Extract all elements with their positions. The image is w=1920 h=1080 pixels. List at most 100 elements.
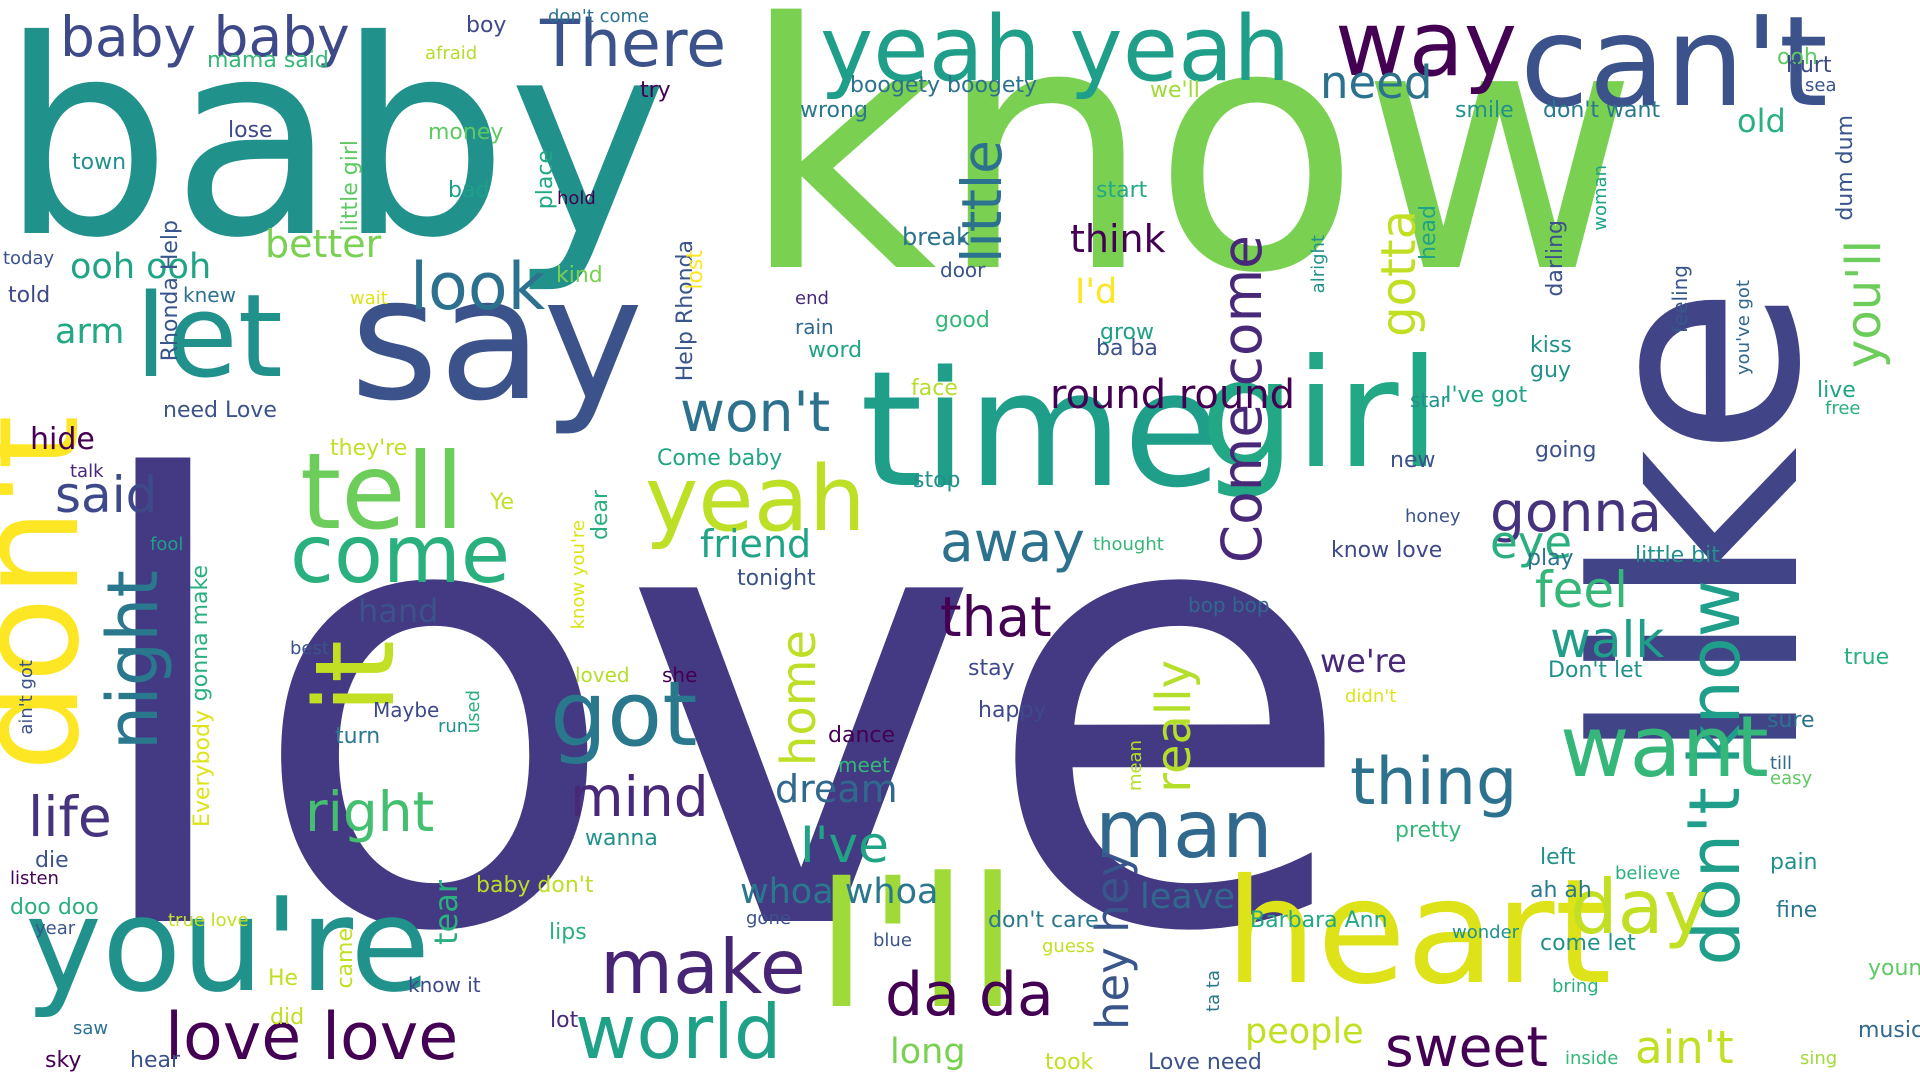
- cloud-word: left: [1540, 845, 1576, 870]
- cloud-word: I've got: [1445, 383, 1528, 408]
- cloud-word: hear: [130, 1048, 181, 1073]
- cloud-word: gonna: [1490, 480, 1662, 544]
- cloud-word: good: [935, 308, 990, 333]
- cloud-word: really: [1146, 660, 1202, 793]
- cloud-word: world: [575, 988, 782, 1076]
- cloud-word: end: [795, 288, 829, 309]
- cloud-word: took: [1045, 1050, 1094, 1075]
- cloud-word: better: [265, 222, 382, 266]
- cloud-word: play: [1527, 546, 1574, 571]
- cloud-word: true love: [168, 910, 249, 931]
- cloud-word: say: [350, 241, 644, 439]
- cloud-word: music: [1858, 1018, 1920, 1043]
- cloud-word: sea: [1805, 75, 1837, 96]
- cloud-word: that: [940, 585, 1052, 649]
- cloud-word: they're: [330, 436, 408, 461]
- cloud-word: you'll: [1836, 240, 1892, 369]
- cloud-word: wanna: [585, 826, 658, 851]
- cloud-word: sure: [1767, 708, 1815, 733]
- cloud-word: you've got: [1733, 280, 1754, 375]
- cloud-word: love: [78, 355, 1357, 1065]
- cloud-word: inside: [1565, 1048, 1619, 1069]
- cloud-word: ain't: [1635, 1021, 1734, 1074]
- cloud-word: leave: [1140, 877, 1235, 917]
- cloud-word: lose: [228, 118, 273, 143]
- cloud-word: baby don't: [476, 873, 594, 898]
- cloud-word: yeah yeah: [820, 0, 1291, 102]
- cloud-word: girl: [1200, 328, 1441, 502]
- cloud-word: guy: [1530, 358, 1571, 383]
- cloud-word: feeling: [1668, 265, 1692, 334]
- cloud-word: need: [1320, 56, 1433, 109]
- cloud-word: honey: [1405, 506, 1461, 527]
- cloud-word: gone: [746, 908, 791, 929]
- cloud-word: lot: [550, 1008, 579, 1033]
- cloud-word: ta ta: [1203, 970, 1224, 1012]
- cloud-word: try: [640, 78, 671, 103]
- cloud-word: mama said: [207, 48, 329, 73]
- cloud-word: thought: [1093, 534, 1164, 555]
- cloud-word: knew: [183, 283, 236, 307]
- cloud-word: walk: [1550, 611, 1665, 669]
- cloud-word: sweet: [1385, 1015, 1548, 1079]
- cloud-word: can't: [1520, 0, 1828, 135]
- cloud-word: got: [550, 662, 698, 767]
- cloud-word: mind: [570, 765, 709, 829]
- cloud-word: going: [1535, 438, 1597, 463]
- cloud-word: whoa whoa: [740, 872, 939, 912]
- cloud-word: home: [771, 630, 827, 767]
- cloud-word: rain: [795, 315, 834, 339]
- cloud-word: guess: [1042, 936, 1095, 957]
- cloud-word: tell: [300, 431, 465, 553]
- cloud-word: baby baby: [60, 5, 350, 69]
- cloud-word: start: [1096, 178, 1148, 203]
- cloud-word: mean: [1125, 740, 1146, 792]
- cloud-word: live: [1817, 378, 1856, 403]
- cloud-word: arm: [55, 312, 125, 352]
- cloud-word: alright: [1308, 235, 1329, 294]
- cloud-word: lips: [549, 920, 587, 945]
- cloud-word: dum dum: [1833, 115, 1858, 221]
- cloud-word: Come baby: [657, 446, 783, 471]
- cloud-word: love love: [165, 1000, 459, 1075]
- cloud-word: ooh ooh: [70, 247, 212, 287]
- cloud-word: we're: [1320, 642, 1407, 680]
- cloud-word: stop: [913, 468, 961, 493]
- cloud-word: dance: [828, 723, 896, 748]
- cloud-word: Ye: [490, 490, 515, 515]
- cloud-word: ah ah: [1530, 878, 1592, 903]
- cloud-word: know love: [1331, 538, 1443, 563]
- cloud-word: time: [860, 336, 1222, 523]
- cloud-word: smile: [1455, 98, 1514, 123]
- cloud-word: Barbara Ann: [1250, 908, 1388, 933]
- cloud-word: star: [1410, 388, 1449, 412]
- cloud-word: door: [940, 258, 986, 282]
- cloud-word: hide: [30, 422, 95, 457]
- cloud-word: stay: [968, 656, 1015, 681]
- cloud-word: won't: [680, 380, 831, 444]
- cloud-word: afraid: [425, 43, 478, 64]
- cloud-word: doo doo: [10, 895, 99, 920]
- cloud-word: I'll: [815, 840, 1018, 1049]
- cloud-word: ain't got: [16, 660, 37, 735]
- cloud-word: true: [1844, 645, 1890, 670]
- cloud-word: fine: [1776, 898, 1818, 923]
- cloud-word: da da: [885, 960, 1054, 1030]
- cloud-word: night: [92, 570, 174, 751]
- cloud-word: she: [662, 663, 698, 687]
- cloud-word: happy: [978, 698, 1047, 723]
- cloud-word: make: [600, 923, 806, 1011]
- cloud-word: ooh: [1777, 45, 1818, 70]
- cloud-word: turn: [335, 724, 381, 749]
- cloud-word: sing: [1800, 1048, 1838, 1069]
- cloud-word: face: [911, 376, 958, 401]
- cloud-word: There: [540, 7, 727, 82]
- cloud-word: told: [8, 283, 51, 308]
- cloud-word: Maybe: [373, 698, 440, 722]
- cloud-word: dream: [775, 767, 898, 811]
- cloud-word: wait: [350, 288, 388, 309]
- cloud-word: new: [1390, 448, 1436, 473]
- cloud-word: come let: [1540, 931, 1636, 956]
- cloud-word: know: [740, 0, 1639, 348]
